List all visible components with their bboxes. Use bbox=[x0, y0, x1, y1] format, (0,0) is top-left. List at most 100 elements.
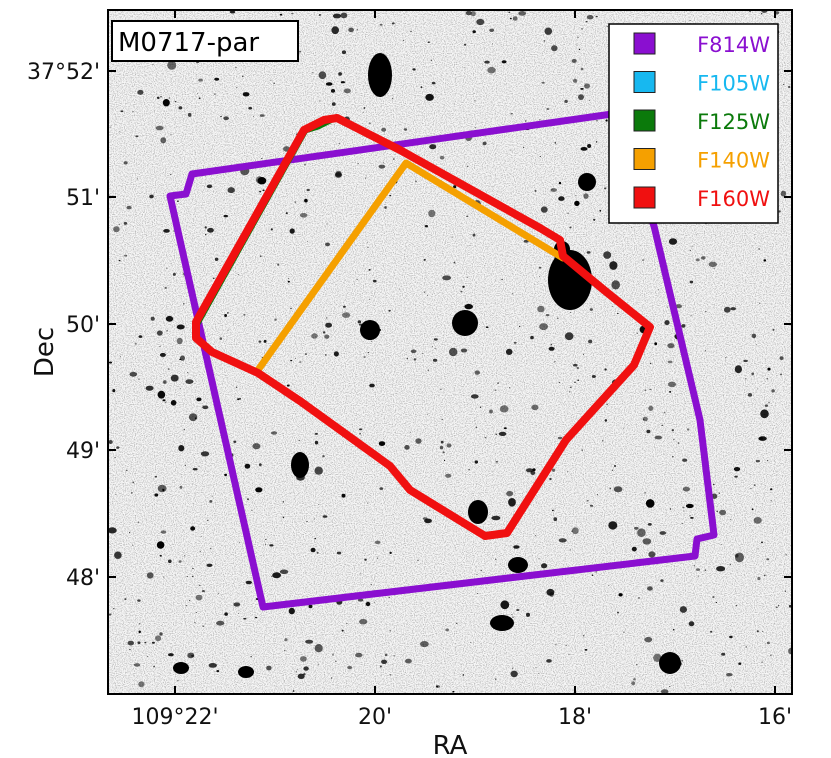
galaxy bbox=[466, 165, 469, 167]
galaxy bbox=[330, 89, 336, 93]
galaxy bbox=[188, 413, 198, 422]
galaxy bbox=[701, 256, 706, 260]
galaxy bbox=[168, 97, 171, 99]
galaxy bbox=[237, 613, 240, 614]
galaxy bbox=[391, 97, 394, 100]
galaxy bbox=[669, 390, 671, 393]
galaxy bbox=[636, 332, 638, 335]
legend-swatch bbox=[633, 71, 656, 93]
galaxy bbox=[456, 622, 458, 624]
galaxy bbox=[738, 662, 742, 665]
galaxy bbox=[543, 40, 546, 42]
galaxy bbox=[763, 259, 767, 262]
galaxy bbox=[178, 560, 182, 563]
galaxy bbox=[153, 665, 155, 668]
galaxy bbox=[442, 451, 445, 454]
galaxy bbox=[285, 212, 288, 215]
footprints bbox=[166, 110, 718, 611]
galaxy bbox=[644, 636, 653, 643]
galaxy bbox=[420, 641, 429, 648]
galaxy bbox=[318, 504, 320, 506]
galaxy bbox=[129, 371, 138, 377]
galaxy bbox=[415, 438, 422, 444]
galaxy bbox=[157, 484, 167, 493]
galaxy bbox=[388, 309, 391, 312]
galaxy bbox=[472, 233, 476, 237]
galaxy bbox=[114, 457, 116, 458]
galaxy bbox=[135, 135, 139, 138]
galaxy bbox=[631, 681, 636, 686]
galaxy bbox=[679, 606, 688, 613]
x-tick-label: 109°22' bbox=[131, 705, 218, 730]
galaxy bbox=[690, 517, 694, 519]
galaxy bbox=[567, 212, 569, 214]
galaxy bbox=[325, 242, 330, 247]
galaxy bbox=[145, 385, 154, 391]
galaxy bbox=[248, 106, 253, 110]
galaxy bbox=[506, 490, 514, 497]
galaxy bbox=[565, 644, 567, 646]
galaxy bbox=[758, 436, 767, 441]
galaxy bbox=[287, 278, 289, 279]
galaxy bbox=[295, 358, 297, 359]
galaxy bbox=[558, 538, 567, 543]
galaxy bbox=[236, 386, 238, 388]
galaxy bbox=[778, 210, 781, 213]
galaxy bbox=[403, 128, 408, 131]
bright-galaxy bbox=[368, 53, 392, 97]
galaxy bbox=[346, 623, 348, 624]
galaxy bbox=[664, 320, 670, 326]
galaxy bbox=[586, 251, 591, 254]
galaxy bbox=[633, 678, 636, 681]
galaxy bbox=[159, 352, 166, 357]
galaxy bbox=[433, 338, 438, 341]
galaxy bbox=[599, 209, 602, 212]
galaxy bbox=[704, 569, 707, 571]
galaxy bbox=[314, 537, 316, 540]
galaxy bbox=[359, 433, 361, 435]
galaxy bbox=[589, 504, 594, 507]
galaxy bbox=[426, 414, 429, 416]
galaxy bbox=[368, 122, 371, 124]
galaxy bbox=[572, 78, 578, 83]
galaxy bbox=[427, 295, 429, 296]
galaxy bbox=[343, 88, 351, 94]
galaxy bbox=[179, 485, 183, 489]
galaxy bbox=[233, 440, 237, 443]
galaxy bbox=[759, 302, 761, 304]
galaxy bbox=[460, 290, 463, 293]
galaxy bbox=[667, 343, 675, 349]
galaxy bbox=[342, 312, 351, 318]
galaxy bbox=[163, 229, 170, 233]
galaxy bbox=[606, 403, 608, 406]
galaxy bbox=[391, 22, 395, 25]
galaxy bbox=[338, 72, 342, 76]
galaxy bbox=[170, 400, 177, 406]
galaxy bbox=[649, 388, 652, 390]
galaxy bbox=[549, 477, 552, 481]
galaxy bbox=[667, 360, 673, 364]
galaxy bbox=[294, 201, 296, 203]
galaxy bbox=[595, 141, 598, 143]
galaxy bbox=[780, 190, 787, 197]
galaxy bbox=[582, 354, 585, 355]
galaxy bbox=[440, 440, 444, 444]
galaxy bbox=[108, 527, 117, 534]
galaxy bbox=[243, 617, 247, 620]
galaxy bbox=[108, 361, 113, 364]
galaxy bbox=[538, 672, 540, 674]
galaxy bbox=[318, 71, 327, 80]
galaxy bbox=[571, 527, 579, 535]
galaxy bbox=[174, 101, 177, 103]
galaxy bbox=[198, 584, 201, 587]
galaxy bbox=[445, 473, 452, 478]
galaxy bbox=[439, 445, 444, 450]
galaxy bbox=[284, 650, 286, 652]
galaxy bbox=[451, 236, 453, 238]
galaxy bbox=[541, 563, 548, 569]
galaxy bbox=[138, 623, 141, 625]
galaxy bbox=[697, 575, 699, 577]
footprint-f140w bbox=[254, 159, 567, 374]
galaxy bbox=[318, 14, 321, 16]
galaxy bbox=[299, 361, 302, 363]
